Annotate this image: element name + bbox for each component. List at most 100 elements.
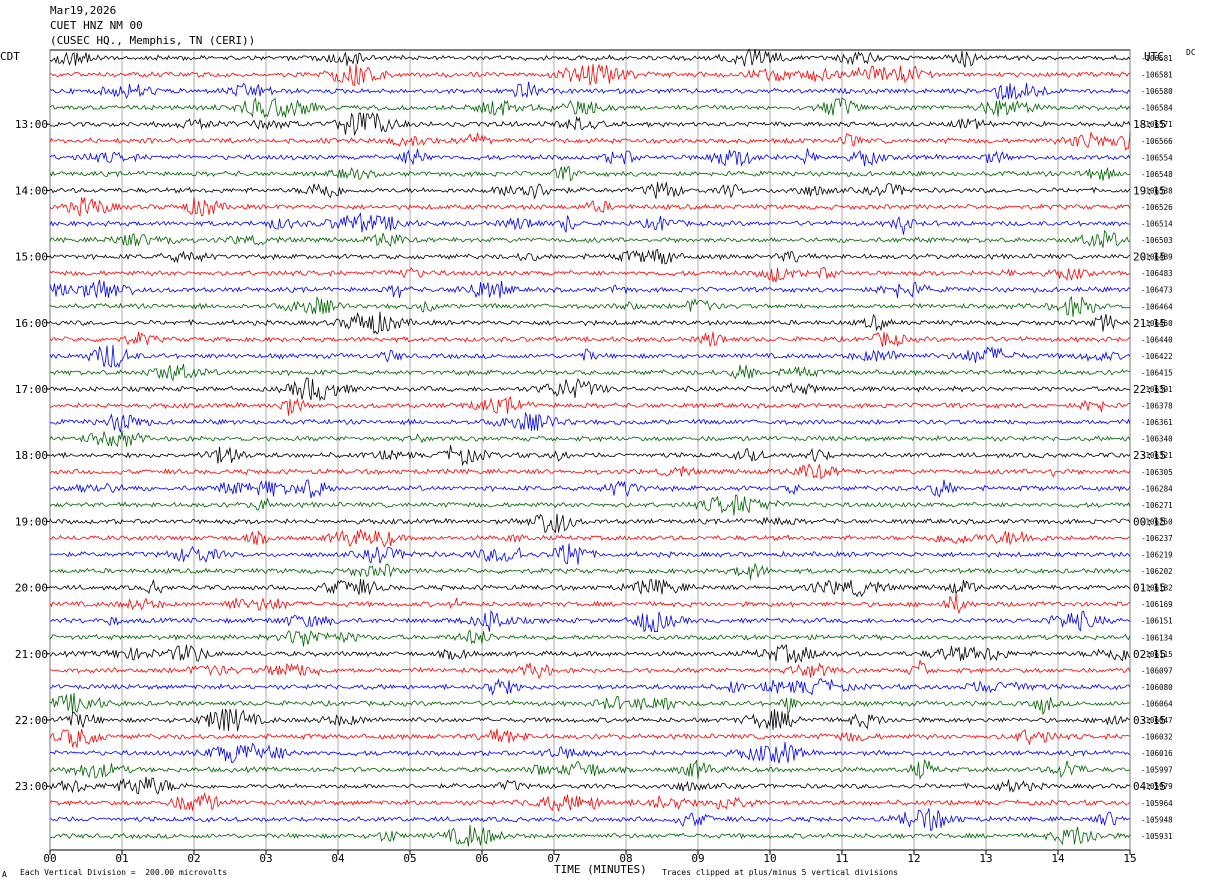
x-tick-label: 06	[475, 852, 488, 865]
seismic-trace-line	[49, 212, 1131, 235]
seismic-trace-line	[49, 266, 1131, 283]
seismic-trace-line	[49, 593, 1131, 615]
dc-offset-label: -106450	[1141, 319, 1173, 328]
seismic-trace-line	[49, 759, 1131, 780]
dc-offset-label: -106115	[1141, 650, 1173, 659]
dc-offset-label: -106064	[1141, 699, 1173, 708]
seismic-trace-line	[49, 81, 1131, 100]
dc-offset-label: -106581	[1141, 54, 1173, 63]
seismic-trace-line	[49, 463, 1131, 480]
seismic-trace-line	[49, 543, 1131, 565]
axis-labels: 00 01 02 03 04 05 06 07 08 09 10 11 12 13 14 15 -106581 -…	[15, 54, 1173, 865]
seismic-trace-line	[49, 562, 1131, 580]
seismic-trace-line	[49, 411, 1131, 433]
dc-offset-label: -106526	[1141, 203, 1173, 212]
seismic-trace-line	[49, 678, 1131, 696]
seismic-trace-line	[49, 528, 1131, 548]
left-hour-label: 21:00	[15, 648, 48, 661]
seismic-trace-line	[49, 396, 1131, 416]
x-axis-title: TIME (MINUTES)	[554, 863, 647, 876]
plot-grid	[46, 49, 1131, 855]
dc-offset-label: -106422	[1141, 352, 1173, 361]
seismic-trace-line	[49, 131, 1131, 151]
seismic-trace-line	[49, 97, 1131, 118]
dc-offset-label: -106548	[1141, 170, 1173, 179]
dc-offset-label: -106378	[1141, 402, 1173, 411]
dc-offset-label: -106080	[1141, 683, 1173, 692]
dc-offset-label: -106361	[1141, 418, 1173, 427]
dc-offset-label: -106566	[1141, 137, 1173, 146]
dc-offset-label: -106580	[1141, 87, 1173, 96]
x-tick-label: 04	[331, 852, 345, 865]
x-tick-label: 07	[547, 852, 560, 865]
dc-offset-label: -106340	[1141, 435, 1173, 444]
seismic-trace-line	[49, 377, 1131, 402]
clip-note: Traces clipped at plus/minus 5 vertical …	[662, 868, 899, 877]
seismic-trace-line	[49, 112, 1131, 136]
dc-offset-header: DC	[1186, 48, 1196, 57]
right-timezone-label: UTC	[1144, 50, 1164, 63]
dc-offset-label: -106571	[1141, 120, 1173, 129]
dc-offset-label: -106016	[1141, 749, 1173, 758]
plot-frame	[49, 49, 1131, 851]
seismic-trace-line	[49, 578, 1131, 598]
left-hour-label: 14:00	[15, 184, 48, 197]
seismic-trace-line	[49, 609, 1131, 633]
right-hour-label: 23:15	[1133, 449, 1166, 462]
seismic-trace-line	[49, 331, 1131, 347]
dc-offset-label: -106489	[1141, 253, 1173, 262]
left-hour-label: 13:00	[15, 118, 48, 131]
dc-offset-label: -106250	[1141, 517, 1173, 526]
x-tick-label: 09	[691, 852, 704, 865]
seismic-trace-line	[49, 728, 1131, 748]
x-tick-label: 03	[259, 852, 272, 865]
right-hour-label: 20:15	[1133, 251, 1166, 264]
seismic-trace-line	[49, 279, 1131, 299]
right-hour-label: 01:15	[1133, 582, 1166, 595]
right-hour-label: 00:15	[1133, 515, 1166, 528]
seismic-trace-line	[49, 742, 1131, 764]
seismic-trace-line	[49, 148, 1131, 168]
left-hour-label: 23:00	[15, 780, 48, 793]
seismic-trace-line	[49, 363, 1130, 382]
seismic-trace-line	[49, 182, 1131, 199]
seismic-trace-line	[49, 776, 1131, 795]
seismic-trace-line	[49, 791, 1131, 812]
seismic-trace-line	[49, 229, 1130, 248]
x-tick-label: 12	[907, 852, 920, 865]
dc-offset-label: -105997	[1141, 766, 1173, 775]
right-hour-label: 22:15	[1133, 383, 1166, 396]
seismic-trace-line	[49, 48, 1131, 68]
dc-offset-label: -106237	[1141, 534, 1173, 543]
left-hour-label: 19:00	[15, 515, 48, 528]
dc-offset-label: -106514	[1141, 220, 1173, 229]
dc-offset-label: -106321	[1141, 451, 1173, 460]
seismic-trace-line	[49, 445, 1131, 467]
dc-offset-label: -106473	[1141, 286, 1173, 295]
x-tick-label: 13	[979, 852, 992, 865]
x-tick-label: 00	[43, 852, 56, 865]
dc-offset-label: -106134	[1141, 633, 1173, 642]
dc-offset-label: -106305	[1141, 468, 1173, 477]
seismic-trace-line	[49, 824, 1131, 847]
dc-offset-label: -106151	[1141, 617, 1173, 626]
dc-offset-label: -106584	[1141, 104, 1173, 113]
dc-offset-label: -106503	[1141, 236, 1173, 245]
dc-offset-label: -106440	[1141, 335, 1173, 344]
x-tick-label: 01	[115, 852, 128, 865]
seismic-trace-line	[50, 808, 1131, 831]
dc-offset-label: -106202	[1141, 567, 1173, 576]
x-tick-label: 08	[619, 852, 632, 865]
left-hour-label: 16:00	[15, 317, 48, 330]
left-hour-label: 17:00	[15, 383, 48, 396]
seismic-trace-line	[49, 63, 1131, 86]
x-tick-label: 15	[1123, 852, 1136, 865]
left-timezone-label: CDT	[0, 50, 20, 63]
dc-offset-label: -105931	[1141, 832, 1173, 841]
seismic-trace-line	[49, 659, 1131, 680]
dc-offset-label: -106182	[1141, 584, 1173, 593]
right-hour-label: 19:15	[1133, 184, 1166, 197]
left-hour-label: 15:00	[15, 251, 48, 264]
right-hour-label: 04:15	[1133, 780, 1166, 793]
